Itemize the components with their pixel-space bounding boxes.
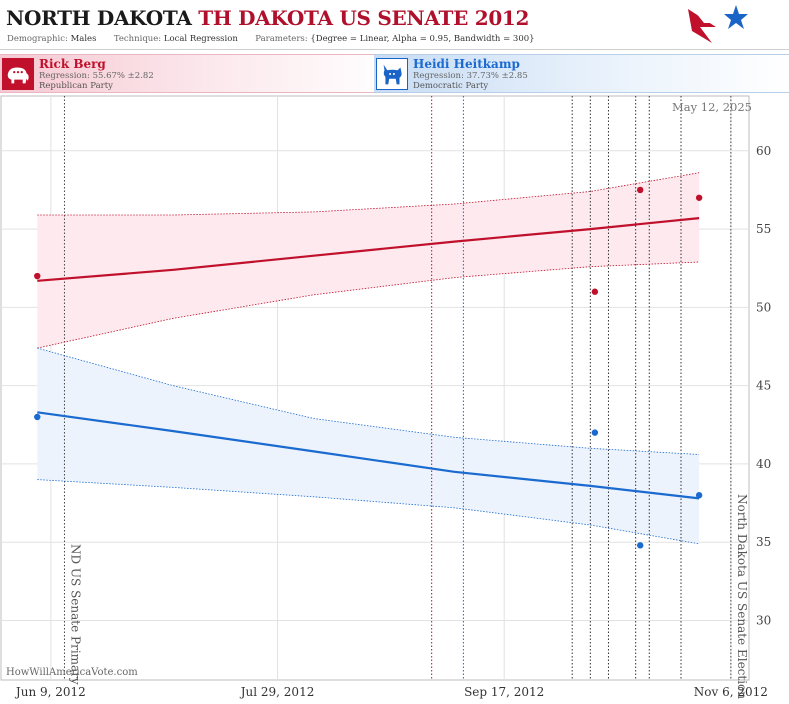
technique-value: Local Regression (163, 34, 238, 44)
watermark: HowWillAmericaVote.com (6, 667, 138, 678)
candidate-card-berg: Rick Berg Regression: 55.67% ±2.82 Repub… (0, 54, 394, 93)
band-upper-line (37, 347, 700, 455)
candidate-regression: Regression: 55.67% ±2.82 (39, 71, 154, 81)
y-tick-label: 40 (756, 457, 771, 471)
date-stamp: May 12, 2025 (672, 100, 752, 114)
y-tick-label: 35 (756, 535, 771, 549)
title-state: NORTH DAKOTA (6, 6, 192, 30)
y-tick-label: 30 (756, 614, 771, 628)
chart-canvas: 30 35 40 45 50 55 60 ND US Senate Primary North … (0, 95, 771, 699)
data-point (591, 288, 599, 295)
site-logo-icon[interactable] (686, 3, 750, 47)
poll-chart: 30 35 40 45 50 55 60 ND US Senate Primary North … (0, 95, 789, 704)
confidence-band (37, 348, 700, 544)
x-tick-label: Jun 9, 2012 (14, 685, 86, 699)
title-race: TH DAKOTA US SENATE 2012 (198, 6, 530, 30)
trend-line (37, 217, 700, 282)
y-tick-label: 45 (756, 379, 771, 393)
x-tick-label: Nov 6, 2012 (694, 685, 768, 699)
parameters-label: Parameters: (255, 34, 308, 44)
data-point (695, 492, 703, 499)
trend-line (37, 411, 700, 500)
band-lower-line (37, 479, 700, 545)
data-point (34, 272, 41, 280)
data-point (591, 429, 599, 436)
candidate-party: Republican Party (39, 81, 113, 91)
parameters-value: {Degree = Linear, Alpha = 0.95, Bandwidt… (310, 34, 535, 44)
candidate-name: Heidi Heitkamp (413, 57, 520, 71)
chart-parameters: Demographic: Males Technique: Local Regr… (7, 34, 535, 44)
candidate-party: Democratic Party (413, 81, 489, 91)
x-tick-label: Jul 29, 2012 (239, 685, 315, 699)
band-lower-line (37, 261, 700, 349)
data-point (637, 542, 644, 549)
y-tick-label: 55 (756, 222, 771, 236)
candidate-name: Rick Berg (39, 57, 106, 71)
demographic-value: Males (70, 34, 97, 44)
confidence-band (37, 172, 700, 349)
y-tick-label: 60 (756, 144, 771, 158)
donkey-icon (376, 58, 408, 90)
x-tick-label: Sep 17, 2012 (464, 685, 544, 699)
candidate-card-heitkamp: Heidi Heitkamp Regression: 37.73% ±2.85 … (374, 54, 789, 93)
event-label: ND US Senate Primary (68, 544, 82, 685)
event-label: North Dakota US Senate Election (735, 494, 749, 699)
candidate-regression: Regression: 37.73% ±2.85 (413, 71, 528, 81)
data-point (34, 413, 41, 421)
y-tick-label: 50 (756, 300, 771, 314)
chart-header: NORTH DAKOTA TH DAKOTA US SENATE 2012 De… (0, 0, 789, 50)
technique-label: Technique: (113, 34, 162, 44)
data-point (695, 194, 703, 201)
demographic-label: Demographic: (7, 34, 68, 44)
elephant-icon (2, 58, 34, 90)
chart-title: NORTH DAKOTA TH DAKOTA US SENATE 2012 (6, 6, 529, 30)
data-point (637, 186, 644, 194)
